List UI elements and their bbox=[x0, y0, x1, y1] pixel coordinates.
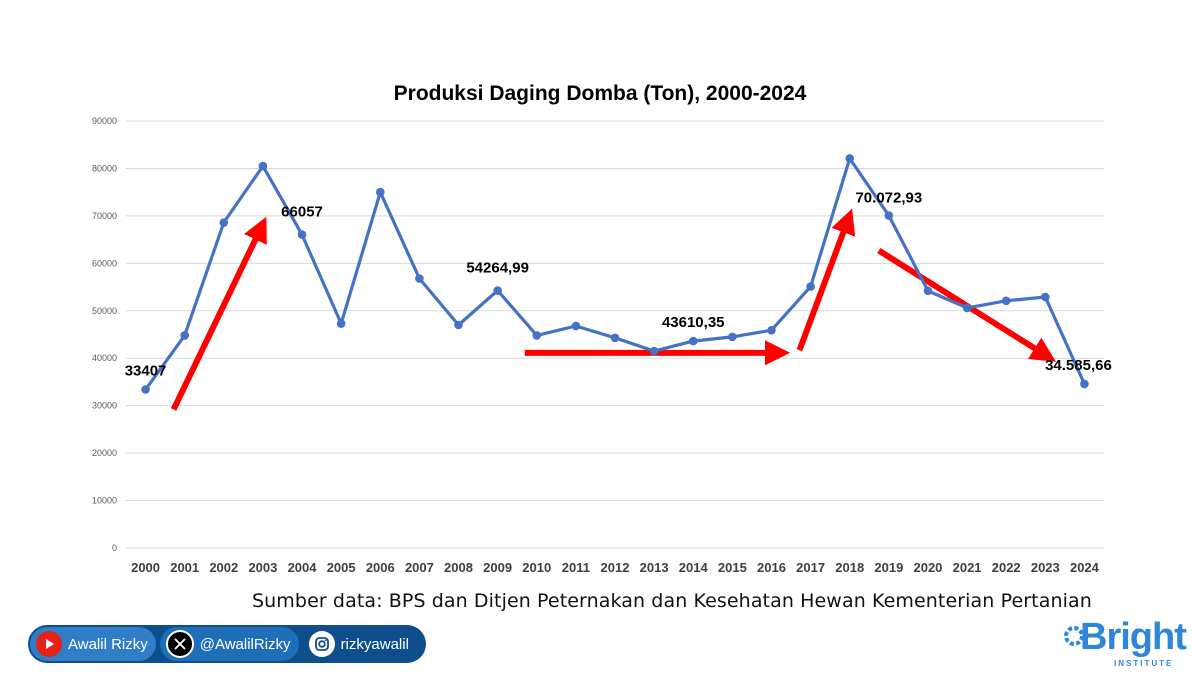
x-icon bbox=[165, 630, 194, 658]
x-tick-label: 2020 bbox=[913, 560, 942, 575]
data-point bbox=[297, 230, 307, 239]
trend-arrow bbox=[170, 216, 267, 411]
y-tick-label: 50000 bbox=[92, 306, 117, 316]
youtube-link[interactable]: Awalil Rizky bbox=[30, 627, 156, 661]
data-point bbox=[649, 346, 659, 356]
x-tick-label: 2003 bbox=[248, 560, 277, 575]
x-tick-label: 2015 bbox=[718, 560, 747, 575]
x-tick-label: 2002 bbox=[209, 560, 238, 575]
y-tick-label: 40000 bbox=[92, 353, 117, 363]
chart-title: Produksi Daging Domba (Ton), 2000-2024 bbox=[394, 82, 807, 105]
annotations: 33407 66057 54264,99 43610,35 70.072,93 34.58… bbox=[125, 190, 1112, 380]
x-tick-label: 2018 bbox=[835, 560, 864, 575]
data-point bbox=[571, 321, 581, 331]
data-point bbox=[336, 319, 346, 328]
data-point bbox=[884, 211, 894, 220]
data-point bbox=[454, 320, 463, 330]
data-label: 54264,99 bbox=[466, 260, 529, 277]
instagram-icon bbox=[308, 631, 335, 657]
data-point bbox=[610, 333, 620, 343]
data-point bbox=[1080, 379, 1089, 389]
x-tick-label: 2024 bbox=[1070, 560, 1100, 575]
x-tick-label: 2008 bbox=[444, 560, 473, 575]
x-tick-label: 2013 bbox=[640, 560, 669, 575]
y-tick-label: 80000 bbox=[92, 163, 117, 173]
y-tick-label: 60000 bbox=[92, 258, 117, 268]
data-point bbox=[962, 303, 972, 313]
y-tick-label: 10000 bbox=[92, 496, 117, 506]
youtube-icon bbox=[36, 631, 62, 657]
x-tick-label: 2016 bbox=[757, 560, 786, 575]
data-point bbox=[180, 331, 189, 340]
x-tick-label: 2004 bbox=[288, 560, 318, 575]
youtube-label: Awalil Rizky bbox=[68, 635, 148, 653]
instagram-link[interactable]: rizkyawalil bbox=[303, 625, 409, 663]
data-label: 34.585,66 bbox=[1045, 357, 1112, 374]
data-label: 43610,35 bbox=[662, 314, 725, 331]
y-tick-label: 70000 bbox=[92, 211, 117, 221]
y-tick-label: 90000 bbox=[92, 116, 117, 126]
y-tick-label: 30000 bbox=[92, 401, 117, 411]
trend-arrow bbox=[796, 208, 856, 352]
source-note: Sumber data: BPS dan Ditjen Peternakan d… bbox=[252, 590, 1092, 612]
data-series bbox=[141, 154, 1089, 394]
x-tick-label: 2005 bbox=[327, 560, 356, 575]
x-tick-label: 2023 bbox=[1031, 560, 1060, 575]
y-tick-label: 0 bbox=[112, 543, 117, 553]
data-point bbox=[493, 286, 502, 295]
data-point bbox=[728, 332, 737, 342]
data-point bbox=[258, 161, 268, 171]
x-tick-label: 2010 bbox=[522, 560, 551, 575]
line-chart: Produksi Daging Domba (Ton), 2000-2024 0… bbox=[92, 82, 1112, 575]
data-point bbox=[1001, 296, 1011, 306]
data-point bbox=[806, 282, 815, 291]
logo-word: Bright bbox=[1080, 616, 1187, 658]
data-point bbox=[767, 325, 776, 335]
data-label: 70.072,93 bbox=[855, 190, 922, 207]
x-tick-label: 2000 bbox=[131, 560, 160, 575]
x-tick-label: 2014 bbox=[679, 560, 709, 575]
data-point bbox=[375, 187, 385, 197]
x-tick-label: 2021 bbox=[953, 560, 982, 575]
x-tick-label: 2009 bbox=[483, 560, 512, 575]
data-point bbox=[1041, 292, 1050, 302]
x-axis: 2000 2001 2002 2003 2004 2005 2006 2007 2008 2009… bbox=[131, 560, 1100, 575]
x-tick-label: 2007 bbox=[405, 560, 434, 575]
x-tick-label: 2012 bbox=[601, 560, 630, 575]
data-label: 66057 bbox=[281, 204, 323, 221]
data-point bbox=[141, 385, 150, 394]
x-tick-label: 2019 bbox=[874, 560, 903, 575]
y-axis: 0 10000 20000 30000 40000 50000 60000 70000 8000… bbox=[92, 116, 117, 553]
x-tick-label: 2017 bbox=[796, 560, 825, 575]
y-tick-label: 20000 bbox=[92, 448, 117, 458]
x-link[interactable]: @AwalilRizky bbox=[159, 627, 299, 661]
gridlines bbox=[126, 120, 1104, 549]
data-point bbox=[415, 274, 424, 283]
x-tick-label: 2006 bbox=[366, 560, 395, 575]
x-tick-label: 2022 bbox=[992, 560, 1021, 575]
x-tick-label: 2001 bbox=[170, 560, 199, 575]
data-point bbox=[688, 336, 698, 346]
social-links-bar: Awalil Rizky @AwalilRizky rizkyawalil bbox=[28, 625, 426, 663]
bright-institute-logo: Bright INSTITUTE bbox=[1062, 616, 1188, 670]
data-label: 33407 bbox=[125, 363, 167, 380]
data-point bbox=[532, 331, 542, 340]
data-point bbox=[845, 154, 855, 163]
instagram-label: rizkyawalil bbox=[340, 635, 409, 653]
trend-arrow bbox=[877, 248, 1056, 362]
trend-arrows bbox=[170, 208, 1056, 411]
gear-icon bbox=[1064, 626, 1084, 646]
x-tick-label: 2011 bbox=[562, 560, 590, 575]
x-label: @AwalilRizky bbox=[199, 635, 291, 653]
logo-subtitle: INSTITUTE bbox=[1114, 659, 1174, 668]
data-point bbox=[923, 286, 933, 296]
data-point bbox=[219, 218, 229, 227]
